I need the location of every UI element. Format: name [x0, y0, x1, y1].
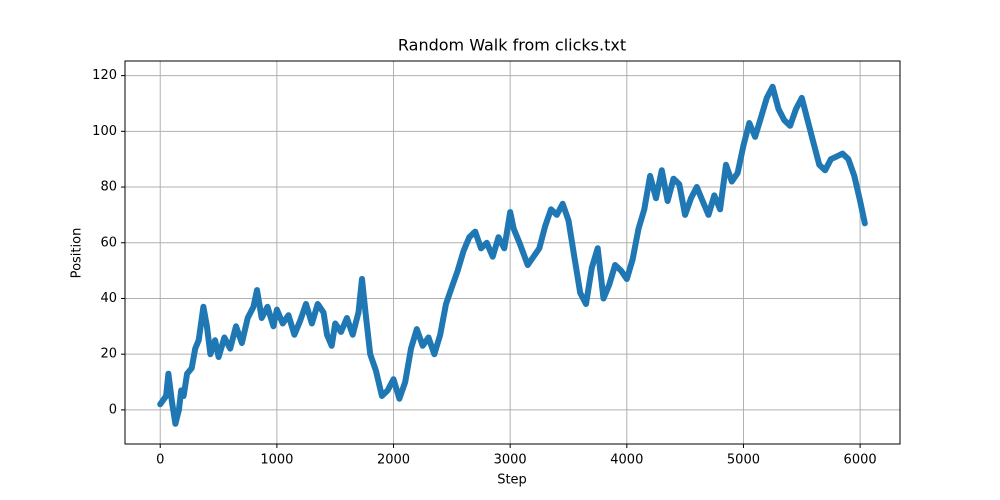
- y-axis-label: Position: [70, 228, 85, 279]
- y-tick-label: 20: [100, 347, 117, 362]
- y-tick-label: 60: [100, 235, 117, 250]
- plot-frame: [124, 60, 901, 445]
- x-tick-label: 1000: [260, 453, 293, 468]
- y-tick-label: 0: [109, 402, 117, 417]
- y-tick-label: 100: [92, 124, 117, 139]
- x-tick-label: 0: [156, 453, 164, 468]
- x-tick-label: 3000: [494, 453, 527, 468]
- x-tick-label: 2000: [377, 453, 410, 468]
- y-tick-label: 80: [100, 180, 117, 195]
- chart-title: Random Walk from clicks.txt: [398, 36, 626, 55]
- x-tick-label: 6000: [844, 453, 877, 468]
- walk-line: [157, 83, 868, 427]
- y-tick-label: 40: [100, 291, 117, 306]
- y-tick-label: 120: [92, 68, 117, 83]
- x-axis-label: Step: [497, 473, 527, 488]
- x-tick-label: 4000: [610, 453, 643, 468]
- x-tick-label: 5000: [727, 453, 760, 468]
